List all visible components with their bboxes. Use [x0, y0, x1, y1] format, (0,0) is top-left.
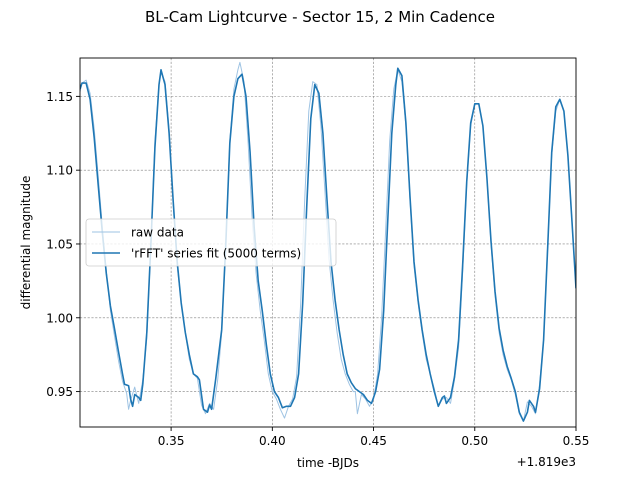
x-axis: 0.35 0.40 0.45 0.50 0.55 — [158, 427, 590, 448]
y-tick-label: 1.15 — [46, 90, 73, 104]
legend-label-fit: 'rFFT' series fit (5000 terms) — [131, 247, 301, 261]
x-axis-label: time -BJDs — [297, 456, 359, 470]
y-axis-label: differential magnitude — [19, 176, 33, 310]
y-tick-label: 0.95 — [46, 385, 73, 399]
y-tick-label: 1.10 — [46, 164, 73, 178]
y-tick-label: 1.00 — [46, 311, 73, 325]
y-tick-label: 1.05 — [46, 237, 73, 251]
x-tick-label: 0.40 — [259, 434, 286, 448]
chart-title: BL-Cam Lightcurve - Sector 15, 2 Min Cad… — [145, 8, 495, 26]
legend-box — [85, 218, 337, 267]
legend-label-raw: raw data — [131, 226, 184, 240]
y-axis: 0.95 1.00 1.05 1.10 1.15 — [46, 90, 80, 399]
x-tick-label: 0.50 — [461, 434, 488, 448]
x-axis-offset-label: +1.819e3 — [517, 455, 576, 469]
plot-frame — [79, 57, 577, 428]
x-tick-label: 0.45 — [360, 434, 387, 448]
x-tick-label: 0.55 — [563, 434, 590, 448]
x-tick-label: 0.35 — [158, 434, 185, 448]
legend: raw data 'rFFT' series fit (5000 terms) — [85, 218, 337, 267]
fit-line — [80, 67, 576, 422]
